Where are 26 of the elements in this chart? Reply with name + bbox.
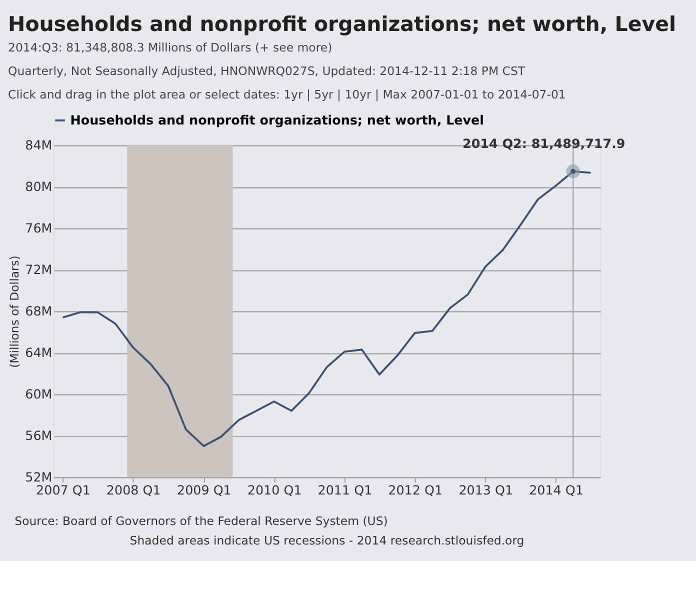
x-tick-label: 2008 Q1 (106, 482, 161, 498)
y-tick-label: 76M (25, 220, 52, 236)
text: Click and drag in the plot area or select dates: 1yr | 5yr | 10yr | Max 2007-01-01 to 2014-07-01 (8, 87, 566, 102)
x-tick-label: 2011 Q1 (318, 482, 372, 498)
x-tick-label: 2007 Q1 (36, 482, 90, 498)
y-tick-label: 60M (25, 386, 52, 402)
y-tick-label: 56M (25, 428, 52, 444)
y-tick-label: 72M (25, 262, 52, 278)
x-tick-label: 2014 Q1 (529, 482, 584, 498)
legend-label: Households and nonprofit organizations; net worth, Level (70, 112, 484, 128)
y-axis-title: (Millions of Dollars) (7, 256, 22, 368)
y-tick-label: 80M (25, 179, 52, 194)
chart-subtitle: 2014:Q3: 81,348,808.3 Millions of Dollars (+ see more) (8, 40, 332, 55)
text: Shaded areas indicate US recessions - 2014 research.stlouisfed.org (130, 534, 524, 548)
x-tick-label: 2012 Q1 (388, 482, 443, 498)
source-note: Source: Board of Governors of the Federal Reserve System (US) (14, 514, 388, 528)
y-tick-label: 64M (25, 345, 52, 360)
x-tick-label: 2010 Q1 (247, 482, 302, 498)
x-tick-label: 2013 Q1 (458, 482, 514, 498)
annotation: 2014 Q2: 81,489,717.9 (462, 136, 626, 151)
y-tick-label: 52M (25, 470, 52, 485)
text: Quarterly, Not Seasonally Adjusted, HNONWRQ027S, Updated: 2014-12-11 2:18 PM CST (8, 64, 526, 78)
y-tick-label: 68M (25, 304, 52, 319)
y-tick-label: 84M (25, 138, 52, 153)
x-tick-label: 2009 Q1 (176, 482, 232, 498)
chart-title: Households and nonprofit organizations; net worth, Level (8, 12, 676, 36)
